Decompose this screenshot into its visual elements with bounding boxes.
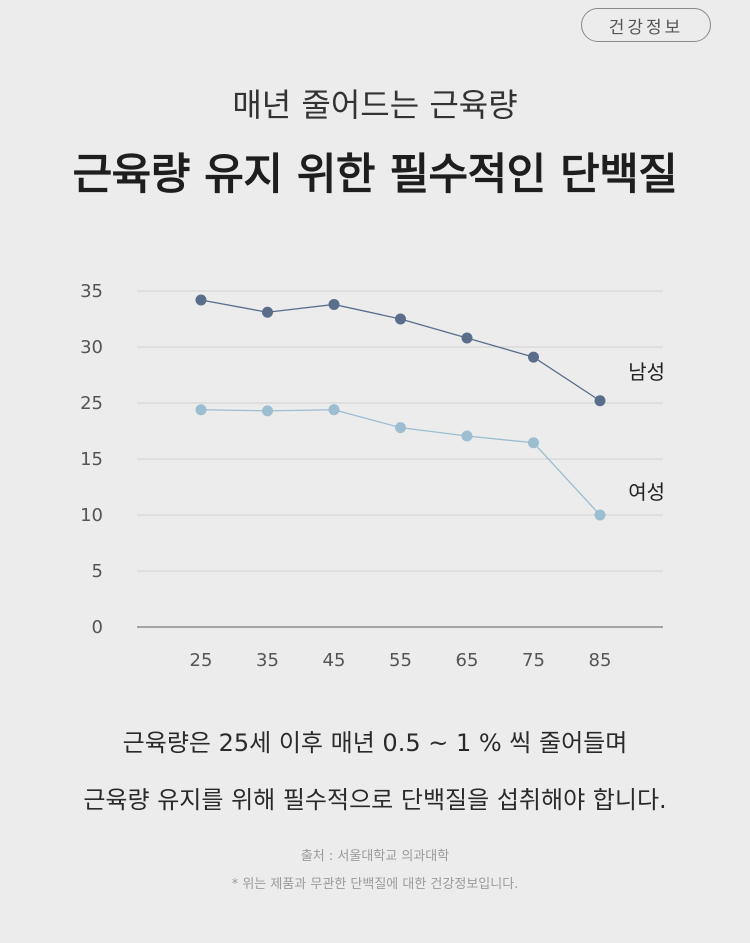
y-tick-label: 0 [92,617,103,638]
data-point [328,298,340,310]
category-badge: 건강정보 [581,8,711,42]
description-line-1: 근육량은 25세 이후 매년 0.5 ~ 1 % 씩 줄어들며 [122,729,628,757]
y-tick-label: 10 [80,505,103,526]
x-tick-label: 25 [190,650,213,671]
data-point [528,351,539,363]
data-point [461,332,473,344]
data-point [262,405,273,417]
x-tick-label: 65 [456,650,479,671]
data-point [395,313,406,325]
y-tick-label: 5 [92,561,103,582]
data-point [195,404,207,416]
y-axis-ticks: 0 5 10 15 25 30 35 [80,281,103,638]
y-tick-label: 25 [80,393,103,414]
data-point [195,294,207,306]
x-tick-label: 85 [589,650,612,671]
disclaimer-note: * 위는 제품과 무관한 단백질에 대한 건강정보입니다. [231,877,519,892]
data-point [594,509,606,521]
description-line-2: 근육량 유지를 위해 필수적으로 단백질을 섭취해야 합니다. [83,786,667,814]
data-point [594,395,606,407]
data-point [461,430,473,442]
y-tick-label: 30 [80,337,103,358]
page-title: 근육량 유지 위한 필수적인 단백질 [72,150,678,200]
x-tick-label: 75 [522,650,545,671]
source-note: 출처 : 서울대학교 의과대학 [300,849,450,864]
data-point [528,437,539,449]
series-label: 여성 [628,480,665,504]
x-tick-label: 55 [389,650,412,671]
x-axis-ticks: 25 35 45 55 65 75 85 [190,650,612,671]
y-tick-label: 15 [80,449,103,470]
data-point [328,404,340,416]
x-tick-label: 35 [256,650,279,671]
x-tick-label: 45 [323,650,346,671]
data-point [262,306,273,318]
page-subtitle: 매년 줄어드는 근육량 [232,86,518,124]
data-point [395,422,406,434]
chart-grid [137,290,663,628]
series-label: 남성 [628,360,665,384]
y-tick-label: 35 [80,281,103,302]
